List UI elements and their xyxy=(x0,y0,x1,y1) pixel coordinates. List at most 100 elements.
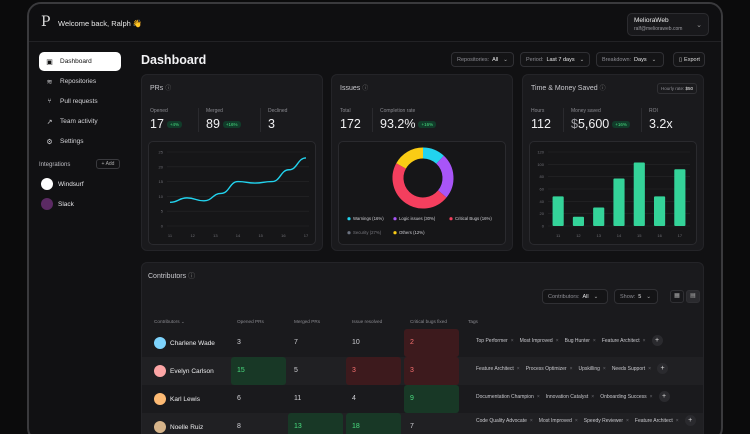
divider xyxy=(372,108,373,132)
integration-slack[interactable]: Slack xyxy=(41,197,74,211)
column-header[interactable]: Critical bugs fixed xyxy=(410,319,447,324)
table-row[interactable]: Charlene Wade 3 7 10 2 Top Performer × Mos… xyxy=(142,329,703,357)
logo-icon: P xyxy=(41,14,51,30)
column-header[interactable]: Opened PRs xyxy=(237,319,264,324)
merged-stat: Merged 89 +16% xyxy=(206,108,241,131)
remove-tag-icon: × xyxy=(529,417,533,424)
remove-tag-icon: × xyxy=(592,337,596,344)
currency-symbol: $ xyxy=(571,117,578,131)
x-tick-label: 12 xyxy=(576,233,581,238)
legend-label: Security (27%) xyxy=(353,230,382,235)
filter-value: Last 7 days xyxy=(546,56,575,63)
stat-label: Opened xyxy=(150,108,168,114)
add-tag-button[interactable]: + xyxy=(658,391,670,402)
list-view-icon[interactable]: ▤ xyxy=(686,290,700,303)
stat-label: ROI xyxy=(649,108,658,114)
remove-tag-icon: × xyxy=(510,337,514,344)
legend-label: Warnings (16%) xyxy=(353,216,384,221)
sidebar-item-team-activity[interactable]: ↗ Team activity xyxy=(39,112,121,131)
remove-tag-icon: × xyxy=(536,393,540,400)
stat-label: Money saved xyxy=(571,108,601,114)
time-money-card: Time & Money Saved ⓘ Hourly rate: $50 Hou… xyxy=(522,74,704,251)
tag: Innovation Catalyst × xyxy=(545,393,595,400)
info-icon: ⓘ xyxy=(362,86,369,92)
table-row[interactable]: Karl Lewis 6 11 4 9 Documentation Champi… xyxy=(142,385,703,413)
filter-label: Show: xyxy=(620,293,636,300)
y-tick-label: 25 xyxy=(159,150,164,155)
y-tick-label: 20 xyxy=(159,164,164,169)
filter-label: Period: xyxy=(526,56,544,63)
x-tick-label: 12 xyxy=(190,233,195,238)
roi-stat: ROI 3.2x xyxy=(649,108,673,131)
sidebar-item-label: Pull requests xyxy=(60,98,98,105)
tag: Feature Architect × xyxy=(476,365,520,372)
app-window: P Welcome back, Ralph 👋 MelioraWeb ralf@… xyxy=(27,2,723,434)
add-tag-button[interactable]: + xyxy=(651,335,663,346)
stat-label: Merged xyxy=(206,108,223,114)
stat-label: Hours xyxy=(531,108,545,114)
savings-bar xyxy=(593,207,605,226)
windsurf-icon xyxy=(41,178,53,190)
y-tick-label: 0 xyxy=(161,224,164,229)
donut-slice xyxy=(396,147,424,169)
hourly-rate-button[interactable]: Hourly rate: $50 xyxy=(656,83,697,94)
critical-cell: 7 xyxy=(410,423,414,430)
merged-cell: 11 xyxy=(294,395,302,402)
issues-donut-chart: Warnings (16%) Logic issues (30%) Critical… xyxy=(347,147,492,235)
stat-value: 89 xyxy=(206,117,220,131)
export-button[interactable]: ▯ Export xyxy=(673,52,705,67)
add-tag-button[interactable]: + xyxy=(657,363,669,374)
grid-view-icon[interactable]: ▦ xyxy=(670,290,684,303)
critical-cell: 9 xyxy=(404,385,459,413)
x-tick-label: 17 xyxy=(304,233,309,238)
x-tick-label: 15 xyxy=(258,233,263,238)
tags-cell: Feature Architect × Process Optimizer × Upsk… xyxy=(476,363,702,375)
money-stat: Money saved $5,600 +16% xyxy=(571,108,630,131)
add-tag-button[interactable]: + xyxy=(684,415,696,426)
sidebar: ▣ Dashboard ≋ Repositories ⑂ Pull reques… xyxy=(29,42,134,434)
x-tick-label: 16 xyxy=(657,233,662,238)
gear-icon: ⚙ xyxy=(46,138,53,146)
table-row[interactable]: Noelle Ruiz 8 13 18 7 Code Quality Advoc… xyxy=(142,413,703,434)
stat-value: 93.2% xyxy=(380,117,416,131)
tag: Onboarding Success × xyxy=(600,393,653,400)
contributor-name: Evelyn Carlson xyxy=(170,367,214,375)
slack-icon xyxy=(41,198,53,210)
legend-label: Logic issues (30%) xyxy=(399,216,436,221)
integration-windsurf[interactable]: Windsurf xyxy=(41,177,84,191)
sidebar-item-pull-requests[interactable]: ⑂ Pull requests xyxy=(39,92,121,111)
x-tick-label: 17 xyxy=(678,233,683,238)
table-row[interactable]: Evelyn Carlson 15 5 3 3 Feature Architec… xyxy=(142,357,703,385)
org-switcher[interactable]: MelioraWeb ralf@melioraweb.com ⌄ xyxy=(627,13,709,36)
sidebar-item-repositories[interactable]: ≋ Repositories xyxy=(39,72,121,91)
add-integration-button[interactable]: + Add xyxy=(96,159,120,169)
x-tick-label: 13 xyxy=(213,233,218,238)
sidebar-item-label: Team activity xyxy=(60,118,98,125)
file-icon: ▯ xyxy=(679,56,683,63)
pull-request-icon: ⑂ xyxy=(47,98,52,105)
y-tick-label: 80 xyxy=(540,174,545,179)
remove-tag-icon: × xyxy=(591,393,595,400)
contributors-filter[interactable]: Contributors: All ⌄ xyxy=(542,289,608,304)
tag: Needs Support × xyxy=(611,365,652,372)
breakdown-filter[interactable]: Breakdown: Days ⌄ xyxy=(596,52,664,67)
column-header[interactable]: Merged PRs xyxy=(294,319,321,324)
x-tick-label: 14 xyxy=(236,233,241,238)
period-filter[interactable]: Period: Last 7 days ⌄ xyxy=(520,52,590,67)
y-tick-label: 60 xyxy=(540,187,545,192)
show-count-filter[interactable]: Show: 5 ⌄ xyxy=(614,289,658,304)
column-header[interactable]: Tags xyxy=(468,319,478,324)
card-title: Contributors ⓘ xyxy=(148,273,196,280)
column-header[interactable]: Issue resolved xyxy=(352,319,383,324)
integrations-title: Integrations xyxy=(39,162,71,168)
column-header[interactable]: Contributors ⌄ xyxy=(154,319,185,324)
prs-card: PRs ⓘ Opened 17 +4% Merged 89 +16% Declined… xyxy=(141,74,323,251)
stat-label: Total xyxy=(340,108,351,114)
sidebar-item-settings[interactable]: ⚙ Settings xyxy=(39,132,121,151)
repositories-filter[interactable]: Repositories: All ⌄ xyxy=(451,52,514,67)
filter-value: All xyxy=(492,56,499,63)
stat-label: Declined xyxy=(268,108,288,114)
org-email: ralf@melioraweb.com xyxy=(634,26,683,32)
sidebar-item-dashboard[interactable]: ▣ Dashboard xyxy=(39,52,121,71)
legend-swatch xyxy=(347,231,351,235)
